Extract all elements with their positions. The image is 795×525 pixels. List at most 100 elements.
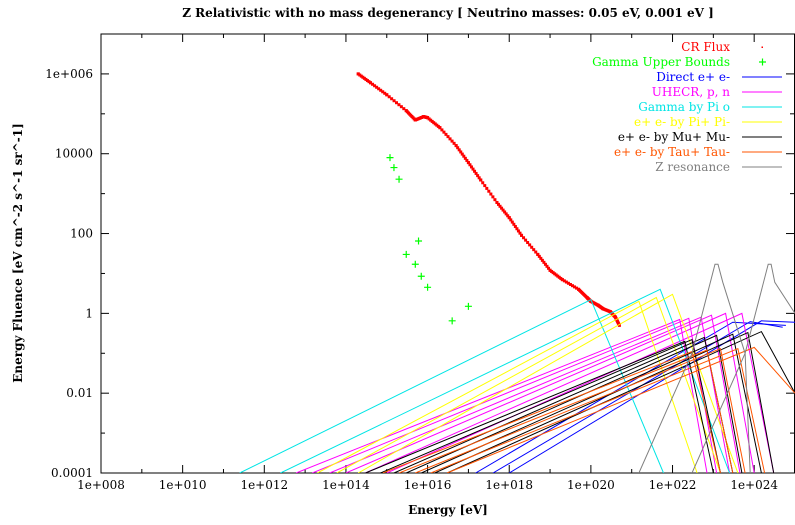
legend-label: Z resonance (655, 160, 730, 174)
data-point-cr-flux (385, 93, 389, 97)
data-point-cr-flux (387, 95, 391, 99)
data-point-cr-flux (429, 118, 433, 122)
data-point-cr-flux (496, 202, 500, 206)
data-point-cr-flux (613, 315, 617, 319)
data-point-cr-flux (487, 189, 491, 193)
data-point-gamma-upper-bounds (386, 154, 394, 162)
data-point-cr-flux (459, 150, 463, 154)
data-point-cr-flux (485, 186, 489, 190)
data-point-cr-flux (456, 146, 460, 150)
data-point-cr-flux (554, 273, 558, 277)
data-point-cr-flux (520, 233, 524, 237)
data-point-cr-flux (617, 323, 621, 327)
data-point-cr-flux (373, 84, 377, 88)
data-point-cr-flux (566, 281, 570, 285)
plot-area: 1e+008 1e+010 1e+012 1e+014 1e+016 1e+018 1e+0… (45, 33, 795, 492)
legend-label: UHECR, p, n (652, 85, 730, 99)
data-point-cr-flux (512, 222, 516, 226)
data-point-cr-flux (473, 169, 477, 173)
data-point-cr-flux (542, 260, 546, 264)
data-point-cr-flux (471, 167, 475, 171)
data-point-gamma-upper-bounds (448, 317, 456, 325)
data-point-cr-flux (356, 72, 360, 76)
data-point-gamma-upper-bounds (411, 260, 419, 268)
series-group (239, 72, 795, 473)
data-point-cr-flux (361, 75, 365, 79)
data-point-cr-flux (513, 225, 517, 229)
legend-label: e+ e- by Pi+ Pi- (634, 115, 730, 129)
y-tick-label: 1e+006 (45, 67, 93, 81)
data-point-cr-flux (515, 227, 519, 231)
series-line-e-e-by-tau-tau (446, 346, 795, 473)
series-line-e-e-by-mu-mu (380, 338, 721, 473)
data-point-cr-flux (477, 176, 481, 180)
x-tick-label: 1e+014 (322, 478, 370, 492)
data-point-cr-flux (589, 299, 593, 303)
data-point-cr-flux (562, 279, 566, 283)
y-tick-label: 0.0001 (51, 466, 93, 480)
series-line-uhecr-p-n (345, 314, 741, 473)
x-tick-label: 1e+022 (649, 478, 697, 492)
y-axis-label: Energy Fluence [eV cm^-2 s^-1 sr^-1] (11, 123, 25, 382)
data-point-cr-flux (465, 158, 469, 162)
data-point-cr-flux (551, 271, 555, 275)
data-point-cr-flux (491, 195, 495, 199)
data-point-gamma-upper-bounds (402, 250, 410, 258)
x-axis-label: Energy [eV] (408, 503, 488, 517)
data-point-cr-flux (426, 116, 430, 120)
data-point-cr-flux (543, 262, 547, 266)
data-point-cr-flux (536, 252, 540, 256)
x-tick-label: 1e+018 (485, 478, 533, 492)
series-line-e-e-by-mu-mu (446, 330, 795, 473)
data-point-cr-flux (404, 109, 408, 113)
data-point-cr-flux (498, 204, 502, 208)
data-point-cr-flux (383, 91, 387, 95)
y-tick-label: 1 (85, 306, 93, 320)
legend-label: Gamma by Pi o (638, 100, 730, 114)
data-point-cr-flux (495, 200, 499, 204)
data-point-cr-flux (448, 137, 452, 141)
data-point-cr-flux (516, 229, 520, 233)
data-point-cr-flux (568, 282, 572, 286)
data-point-cr-flux (444, 132, 448, 136)
data-point-cr-flux (435, 123, 439, 127)
series-line-uhecr-p-n (365, 312, 755, 473)
data-point-cr-flux (375, 85, 379, 89)
series-line-e-e-by-tau-tau (398, 349, 734, 473)
data-point-cr-flux (369, 81, 373, 85)
legend-label: e+ e- by Mu+ Mu- (618, 130, 730, 144)
data-point-cr-flux (506, 214, 510, 218)
data-point-cr-flux (436, 124, 440, 128)
x-tick-label: 1e+016 (404, 478, 452, 492)
data-point-cr-flux (500, 206, 504, 210)
data-point-cr-flux (422, 115, 426, 119)
data-point-cr-flux (483, 184, 487, 188)
data-point-cr-flux (530, 245, 534, 249)
data-point-cr-flux (362, 76, 366, 80)
series-line-z-resonance (691, 263, 795, 473)
data-point-cr-flux (547, 266, 551, 270)
x-tick-label: 1e+024 (730, 478, 778, 492)
legend-label: Direct e+ e- (656, 70, 730, 84)
data-point-cr-flux (359, 74, 363, 78)
data-point-cr-flux (532, 248, 536, 252)
data-point-cr-flux (402, 107, 406, 111)
data-point-cr-flux (550, 269, 554, 273)
y-tick-label: 0.01 (66, 386, 93, 400)
data-point-cr-flux (454, 144, 458, 148)
data-point-cr-flux (559, 276, 563, 280)
data-point-cr-flux (539, 256, 543, 260)
data-point-cr-flux (608, 310, 612, 314)
data-point-cr-flux (381, 90, 385, 94)
series-line-e-e-by-tau-tau (430, 348, 766, 473)
data-point-cr-flux (571, 284, 575, 288)
data-point-cr-flux (489, 192, 493, 196)
data-point-cr-flux (397, 103, 401, 107)
data-point-cr-flux (379, 88, 383, 92)
data-point-cr-flux (507, 216, 511, 220)
y-tick-label: 10000 (55, 147, 93, 161)
data-point-cr-flux (365, 79, 369, 83)
data-point-cr-flux (481, 181, 485, 185)
data-point-cr-flux (575, 286, 579, 290)
